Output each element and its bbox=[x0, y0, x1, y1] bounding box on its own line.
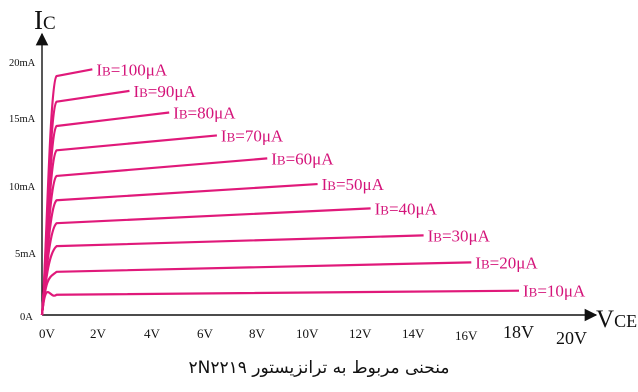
curve-label-ib-50ua: IB=50μA bbox=[322, 175, 385, 194]
y-tick-15mA: 15mA bbox=[9, 114, 36, 125]
x-tick-20V: 20V bbox=[556, 328, 587, 348]
curve-ib-40ua bbox=[40, 207, 371, 316]
curve-ib-20ua bbox=[40, 261, 472, 316]
x-tick-2V: 2V bbox=[90, 326, 107, 341]
x-tick-10V: 10V bbox=[296, 326, 319, 341]
curve-ib-100ua bbox=[40, 68, 93, 316]
curve-ib-30ua bbox=[40, 234, 424, 316]
x-tick-16V: 16V bbox=[455, 328, 478, 343]
y-tick-20mA: 20mA bbox=[9, 58, 36, 69]
x-tick-14V: 14V bbox=[402, 326, 425, 341]
curve-label-ib-70ua: IB=70μA bbox=[221, 126, 284, 145]
curve-ib-60ua bbox=[40, 157, 268, 316]
x-tick-0V: 0V bbox=[39, 326, 56, 341]
curve-labels-group: IB=10μA IB=20μA IB=30μA IB=40μA IB=50μA IB=60… bbox=[96, 60, 586, 300]
curve-label-ib-40ua: IB=40μA bbox=[375, 199, 438, 218]
curve-label-ib-10ua: IB=10μA bbox=[523, 282, 586, 301]
x-tick-6V: 6V bbox=[197, 326, 214, 341]
curve-ib-70ua bbox=[40, 134, 218, 316]
y-tick-0A: 0A bbox=[20, 312, 33, 323]
x-tick-8V: 8V bbox=[249, 326, 266, 341]
curve-label-ib-90ua: IB=90μA bbox=[133, 82, 196, 101]
x-axis-title: VCE bbox=[596, 306, 637, 333]
curves-group bbox=[40, 68, 520, 316]
x-axis-title-sub: CE bbox=[614, 311, 637, 331]
y-axis-title: IC bbox=[34, 5, 56, 35]
y-tick-5mA: 5mA bbox=[15, 249, 36, 260]
curve-label-ib-60ua: IB=60μA bbox=[271, 149, 334, 168]
y-tick-10mA: 10mA bbox=[9, 182, 36, 193]
curve-label-ib-30ua: IB=30μA bbox=[428, 226, 491, 245]
curve-label-ib-80ua: IB=80μA bbox=[173, 104, 236, 123]
x-tick-18V: 18V bbox=[503, 322, 534, 342]
chart-caption: منحنی مربوط به ترانزیستور ۲N۲۲۱۹ bbox=[188, 358, 450, 378]
curve-label-ib-20ua: IB=20μA bbox=[475, 253, 538, 272]
curve-ib-80ua bbox=[40, 111, 170, 316]
x-tick-12V: 12V bbox=[349, 326, 372, 341]
curve-ib-10ua bbox=[40, 289, 520, 316]
y-axis-title-main: I bbox=[34, 5, 43, 35]
x-axis-title-main: V bbox=[596, 306, 614, 333]
curve-label-ib-100ua: IB=100μA bbox=[96, 60, 168, 79]
x-tick-4V: 4V bbox=[144, 326, 161, 341]
y-axis-title-sub: C bbox=[43, 13, 56, 34]
